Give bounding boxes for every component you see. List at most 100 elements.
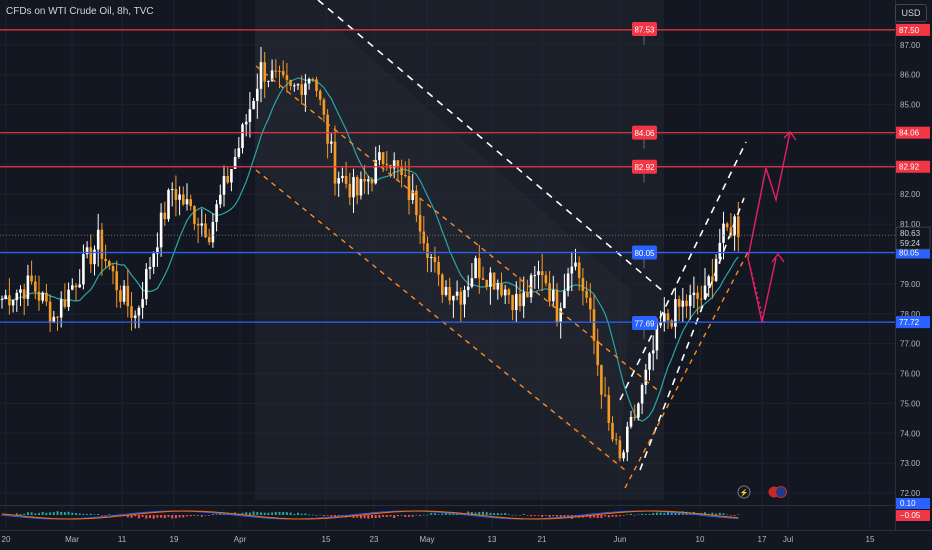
macd-histogram-bar <box>41 511 44 515</box>
candle-body <box>367 179 370 182</box>
candle-body <box>478 258 481 279</box>
macd-histogram-bar <box>400 515 403 516</box>
macd-histogram-bar <box>174 515 177 519</box>
macd-histogram-bar <box>389 515 392 517</box>
macd-histogram-bar <box>134 515 137 517</box>
macd-histogram-bar <box>30 512 33 515</box>
macd-histogram-bar <box>622 515 625 516</box>
candle-body <box>596 340 599 366</box>
macd-histogram-bar <box>611 515 614 517</box>
macd-histogram-bar <box>149 515 151 519</box>
level-tag-label: 77.69 <box>634 320 655 329</box>
macd-histogram-bar <box>171 515 174 519</box>
price-axis-level-label: 87.50 <box>899 26 920 35</box>
candle-body <box>322 99 326 115</box>
candle-body <box>566 273 570 291</box>
candle-body <box>585 290 588 298</box>
macd-histogram-bar <box>45 512 48 515</box>
rising-support-trendline <box>624 251 749 489</box>
macd-histogram-bar <box>26 512 29 515</box>
macd-histogram-bar <box>652 513 655 515</box>
macd-histogram-bar <box>289 512 292 515</box>
candle-body <box>415 190 418 216</box>
candle-body <box>30 275 33 282</box>
candle-body <box>156 247 159 254</box>
candle-body <box>270 70 274 81</box>
forecast-dip-path <box>747 257 765 323</box>
level-tag-label: 84.06 <box>634 129 655 138</box>
candle-body <box>466 286 470 290</box>
candle-body <box>374 160 377 184</box>
macd-histogram-bar <box>119 515 122 516</box>
currency-button[interactable]: USD <box>895 4 927 22</box>
macd-histogram-bar <box>618 515 621 517</box>
candle-body <box>182 194 185 205</box>
candle-body <box>404 174 407 177</box>
rising-trendline-dash <box>639 197 745 471</box>
price-tick-label: 78.00 <box>900 310 921 319</box>
candle-body <box>444 287 448 295</box>
macd-histogram-bar <box>537 515 540 516</box>
macd-histogram-bar <box>248 512 251 515</box>
chart-title: CFDs on WTI Crude Oil, 8h, TVC <box>6 6 154 17</box>
candle-body <box>489 272 492 287</box>
macd-histogram-bar <box>604 515 607 517</box>
candle-body <box>533 275 537 277</box>
candle-body <box>122 285 126 302</box>
price-axis-level-label: 84.06 <box>899 129 920 138</box>
candle-body <box>640 385 644 404</box>
candle-body <box>341 175 344 179</box>
candle-body <box>537 271 540 276</box>
macd-histogram-bar <box>130 515 133 518</box>
macd-histogram-bar <box>733 515 736 516</box>
candle-body <box>529 275 533 298</box>
macd-histogram-bar <box>507 514 510 515</box>
candle-body <box>722 223 725 243</box>
candle-body <box>559 308 562 322</box>
candle-body <box>289 79 292 86</box>
macd-histogram-bar <box>38 512 40 515</box>
candle-body <box>611 422 614 440</box>
macd-histogram-bar <box>267 512 270 515</box>
macd-histogram-bar <box>500 513 503 515</box>
bar-countdown-label: 59:24 <box>900 239 921 248</box>
candle-body <box>363 178 366 182</box>
macd-line <box>1 510 739 520</box>
macd-histogram-bar <box>470 512 473 515</box>
macd-histogram-bar <box>89 513 92 515</box>
candle-body <box>707 276 710 286</box>
us-flag-icon[interactable] <box>775 486 787 498</box>
macd-histogram-bar <box>526 515 529 516</box>
price-axis-level-tag <box>896 126 930 139</box>
macd-histogram-bar <box>78 513 81 515</box>
macd-histogram-bar <box>445 513 447 515</box>
macd-histogram-bar <box>252 511 255 515</box>
macd-histogram-bar <box>93 514 96 515</box>
macd-signal-tag <box>896 510 930 521</box>
candle-body <box>344 175 348 184</box>
macd-histogram-bar <box>182 515 185 518</box>
macd-histogram-bar <box>593 515 595 518</box>
macd-histogram-bar <box>63 512 66 515</box>
price-axis-level-tag <box>896 23 930 36</box>
candle-body <box>8 295 11 306</box>
candle-body <box>11 300 15 306</box>
candle-body <box>396 160 400 168</box>
last-price-label: 80.63 <box>900 229 921 238</box>
macd-histogram-bar <box>363 515 366 519</box>
candle-body <box>470 278 474 287</box>
macd-histogram-bar <box>408 515 410 517</box>
macd-histogram-bar <box>371 515 373 519</box>
candle-body <box>89 247 93 265</box>
candle-body <box>359 178 363 196</box>
candle-body <box>555 290 559 322</box>
macd-histogram-bar <box>263 512 266 515</box>
candle-body <box>111 266 115 272</box>
macd-histogram-bar <box>104 515 107 516</box>
forecast-arrow-head <box>771 252 785 263</box>
flash-icon[interactable] <box>737 485 751 499</box>
macd-histogram-bar <box>504 513 507 515</box>
candle-body <box>441 274 444 295</box>
candle-body <box>352 177 355 198</box>
